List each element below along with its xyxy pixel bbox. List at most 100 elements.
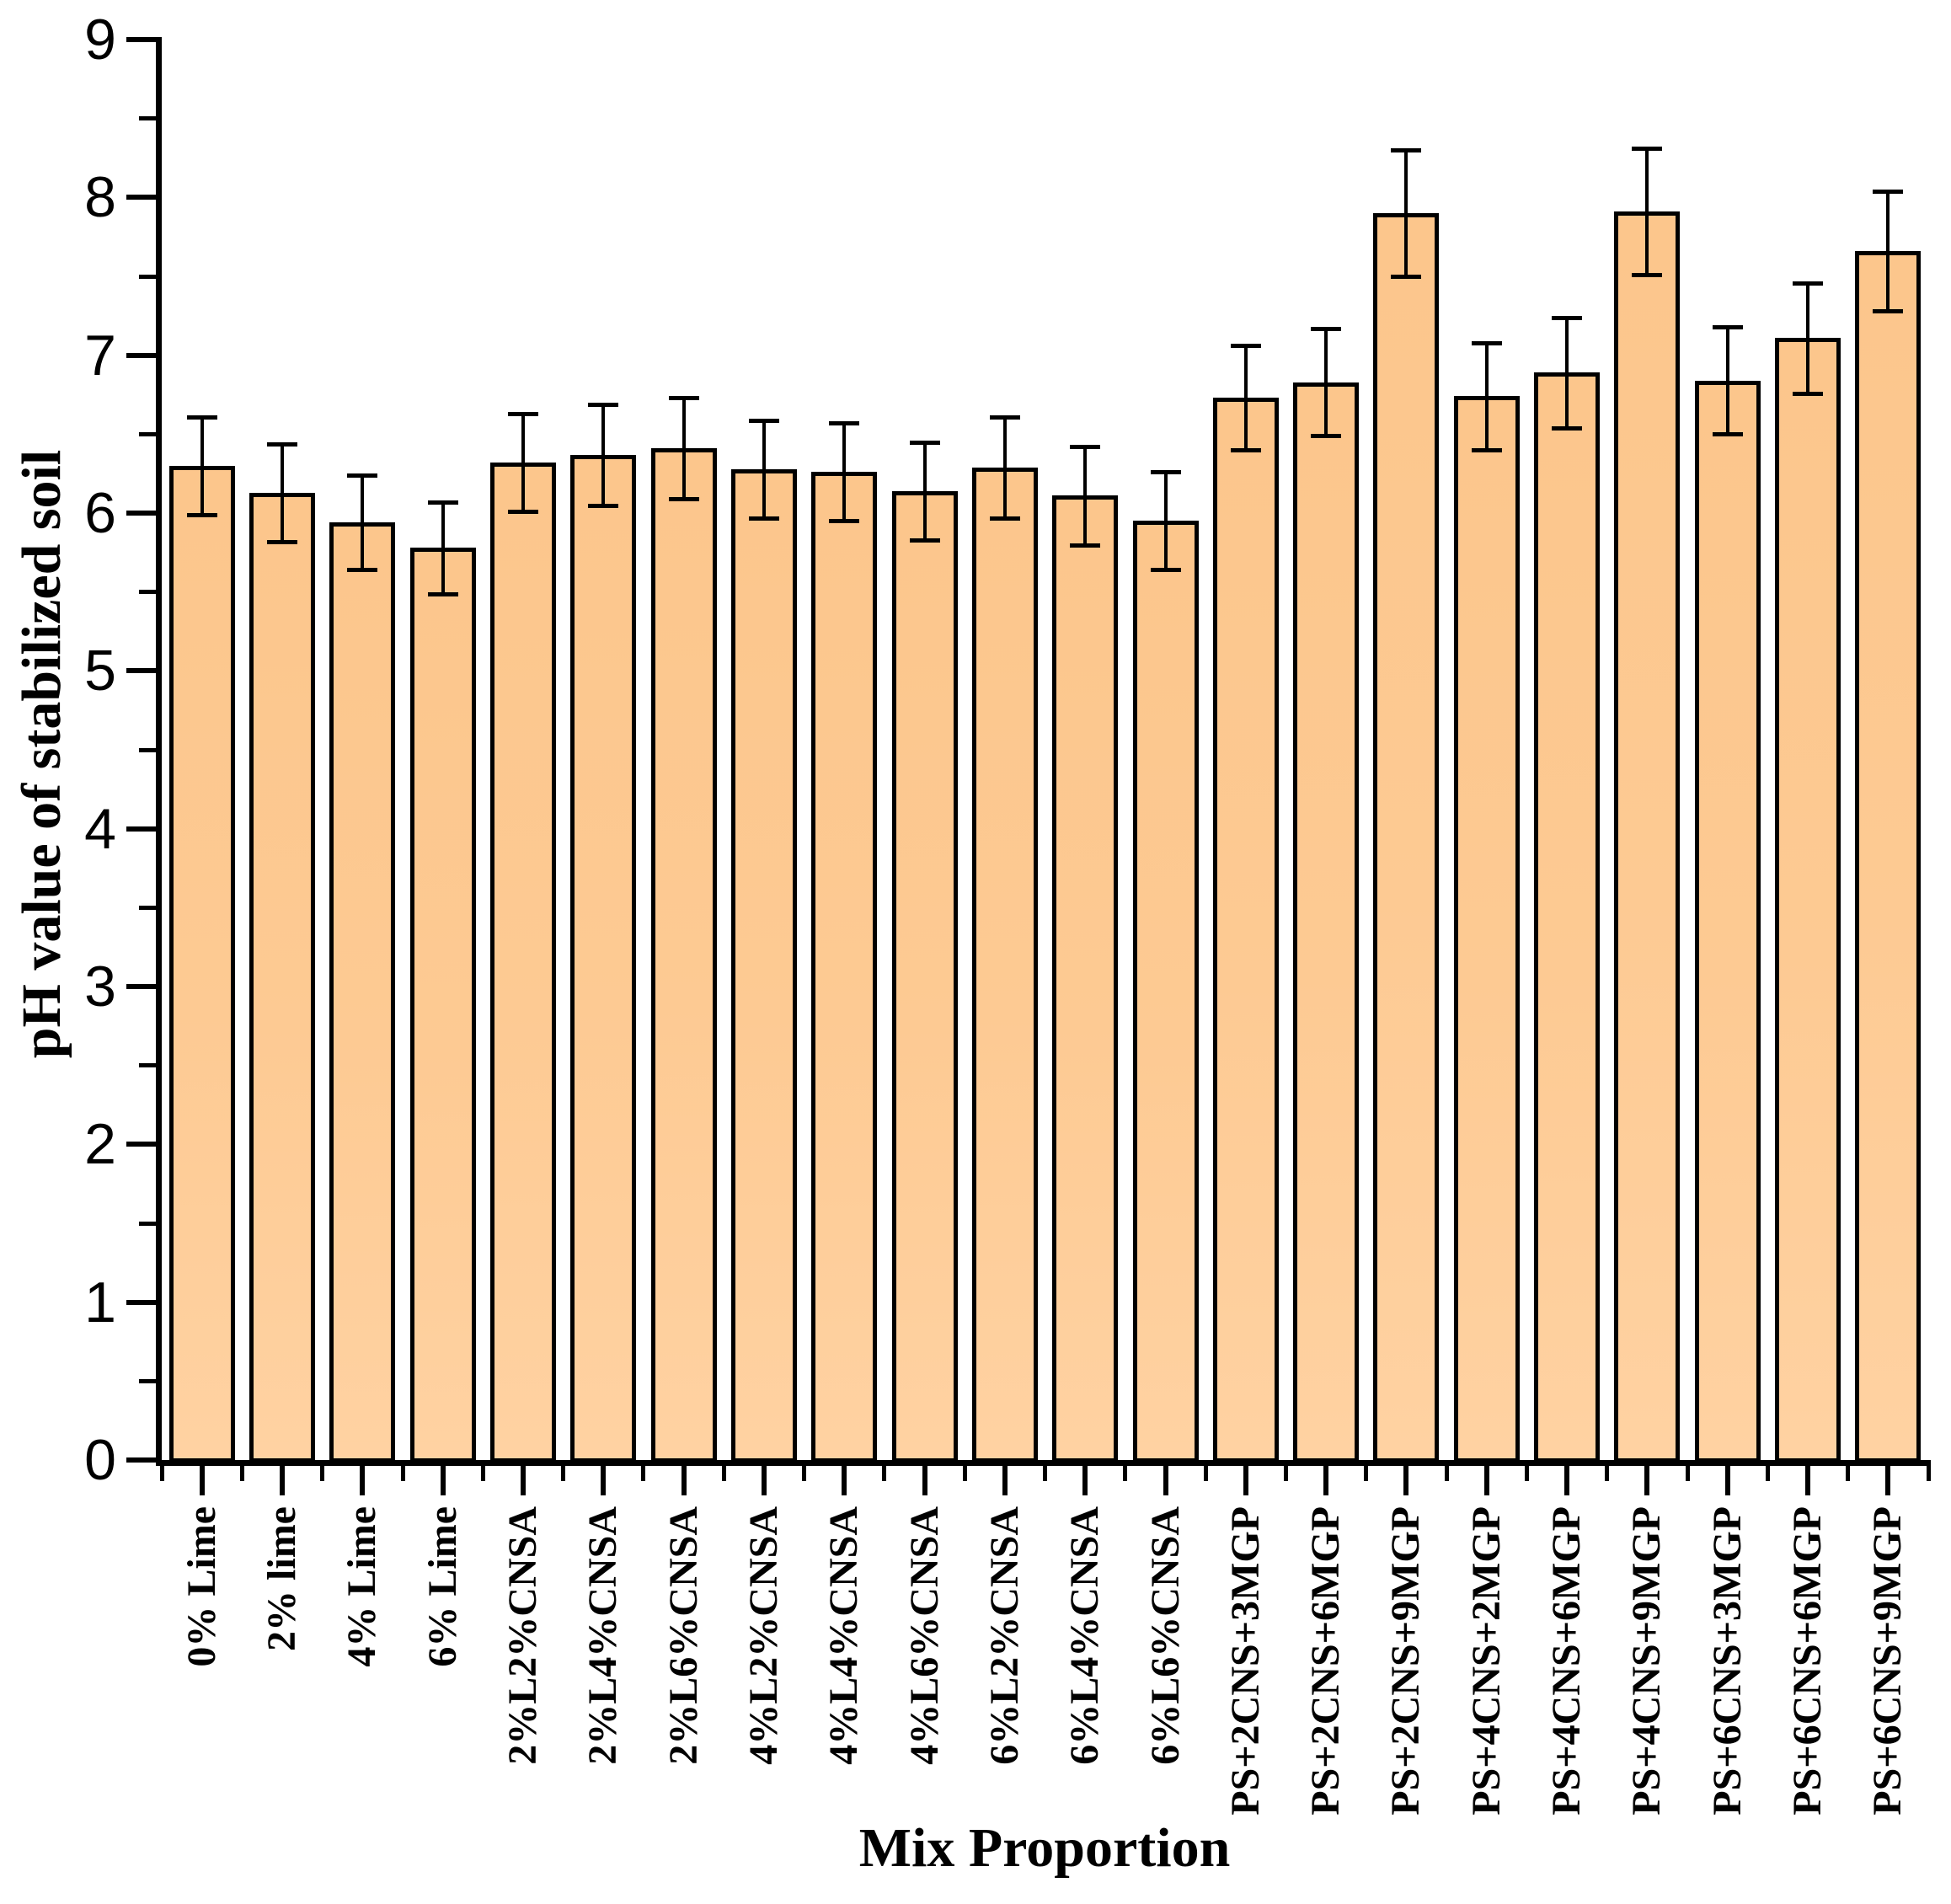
bar xyxy=(1453,396,1520,1463)
bar xyxy=(249,492,315,1463)
error-bar-cap-bottom xyxy=(588,503,619,508)
error-bar-cap-bottom xyxy=(668,497,699,502)
y-axis-spine xyxy=(156,37,162,1466)
x-axis-major-tick xyxy=(1082,1466,1088,1495)
y-axis-minor-tick xyxy=(139,905,156,910)
x-axis-minor-tick xyxy=(962,1466,967,1481)
bar xyxy=(329,522,396,1463)
x-tick-label: 6%L6%CNSA xyxy=(1142,1506,1188,1765)
y-tick-label: 0 xyxy=(84,1428,116,1492)
x-tick-label: PS+4CNS+9MGP xyxy=(1624,1506,1670,1816)
y-axis-minor-tick xyxy=(139,431,156,436)
x-axis-minor-tick xyxy=(1846,1466,1851,1481)
error-bar-line xyxy=(1243,345,1248,450)
x-axis-major-tick xyxy=(1002,1466,1008,1495)
x-axis-minor-tick xyxy=(1926,1466,1931,1481)
x-tick-label: 4%L2%CNSA xyxy=(740,1506,786,1765)
x-axis-major-tick xyxy=(1724,1466,1730,1495)
y-tick-label: 8 xyxy=(84,165,116,230)
error-bar-line xyxy=(1404,150,1408,276)
y-axis-major-tick xyxy=(126,668,156,674)
x-tick-label: PS+2CNS+9MGP xyxy=(1383,1506,1429,1816)
x-axis-major-tick xyxy=(1885,1466,1891,1495)
x-axis-minor-tick xyxy=(239,1466,244,1481)
x-axis-minor-tick xyxy=(480,1466,485,1481)
y-axis-major-tick xyxy=(126,195,156,201)
bar xyxy=(1293,382,1360,1463)
error-bar-cap-bottom xyxy=(748,516,779,521)
error-bar-cap-top xyxy=(1632,147,1663,152)
y-axis-major-tick xyxy=(126,1299,156,1305)
x-tick-label: 2%L2%CNSA xyxy=(500,1506,545,1765)
x-tick-label: 2%L6%CNSA xyxy=(660,1506,706,1765)
x-tick-label: PS+2CNS+3MGP xyxy=(1222,1506,1268,1816)
bar xyxy=(489,463,556,1463)
error-bar-cap-bottom xyxy=(507,510,538,515)
error-bar-cap-top xyxy=(1793,281,1823,286)
bar xyxy=(1534,372,1601,1463)
x-axis-major-tick xyxy=(1483,1466,1489,1495)
bar xyxy=(1052,495,1119,1463)
x-axis-major-tick xyxy=(1644,1466,1650,1495)
error-bar-cap-bottom xyxy=(1150,568,1181,573)
x-tick-label: PS+6CNS+3MGP xyxy=(1704,1506,1750,1816)
y-axis-major-tick xyxy=(126,511,156,516)
x-tick-label: 4% Lime xyxy=(339,1506,385,1667)
bar xyxy=(891,490,958,1463)
x-axis-major-tick xyxy=(1564,1466,1570,1495)
y-axis-minor-tick xyxy=(139,747,156,752)
bar xyxy=(1775,338,1841,1463)
error-bar-line xyxy=(1725,326,1729,435)
x-axis-major-tick xyxy=(922,1466,927,1495)
y-axis-minor-tick xyxy=(139,590,156,595)
error-bar-line xyxy=(922,441,927,540)
x-axis-major-tick xyxy=(280,1466,285,1495)
bar xyxy=(1132,521,1199,1463)
x-axis-spine xyxy=(156,1460,1931,1466)
x-tick-label: PS+2CNS+6MGP xyxy=(1303,1506,1349,1816)
error-bar-line xyxy=(1565,317,1569,428)
bar xyxy=(730,468,797,1463)
y-tick-label: 3 xyxy=(84,955,116,1019)
x-axis-minor-tick xyxy=(1123,1466,1128,1481)
y-axis-major-tick xyxy=(126,37,156,42)
x-axis-major-tick xyxy=(199,1466,205,1495)
error-bar-cap-top xyxy=(1311,326,1342,331)
bar xyxy=(650,448,717,1463)
error-bar-line xyxy=(1163,472,1168,570)
y-axis-title: pH value of stabilized soil xyxy=(11,449,72,1059)
x-axis-minor-tick xyxy=(1444,1466,1449,1481)
x-axis-major-tick xyxy=(842,1466,847,1495)
x-axis-major-tick xyxy=(601,1466,607,1495)
error-bar-cap-top xyxy=(1471,340,1502,345)
x-axis-major-tick xyxy=(681,1466,687,1495)
error-bar-line xyxy=(441,501,445,594)
x-axis-major-tick xyxy=(1403,1466,1409,1495)
y-axis-major-tick xyxy=(126,1142,156,1147)
error-bar-cap-top xyxy=(1712,324,1743,329)
error-bar-cap-top xyxy=(1391,148,1422,153)
x-axis-minor-tick xyxy=(561,1466,566,1481)
error-bar-cap-bottom xyxy=(1311,434,1342,439)
x-axis-major-tick xyxy=(1163,1466,1168,1495)
bar xyxy=(1212,398,1279,1463)
error-bar-cap-bottom xyxy=(1793,391,1823,396)
error-bar-cap-bottom xyxy=(1391,275,1422,279)
error-bar-cap-top xyxy=(668,396,699,401)
y-axis-minor-tick xyxy=(139,274,156,279)
error-bar-line xyxy=(281,443,284,542)
x-axis-minor-tick xyxy=(641,1466,646,1481)
x-tick-label: 6%L4%CNSA xyxy=(1062,1506,1108,1765)
error-bar-line xyxy=(762,420,766,518)
x-axis-minor-tick xyxy=(1605,1466,1610,1481)
error-bar-cap-top xyxy=(588,402,619,407)
x-axis-major-tick xyxy=(1805,1466,1810,1495)
error-bar-cap-top xyxy=(1070,445,1101,450)
y-axis-major-tick xyxy=(126,826,156,832)
x-axis-minor-tick xyxy=(400,1466,405,1481)
x-axis-minor-tick xyxy=(1765,1466,1770,1481)
error-bar-cap-top xyxy=(1873,189,1904,194)
x-axis-major-tick xyxy=(1243,1466,1248,1495)
x-tick-label: 2% lime xyxy=(259,1506,304,1651)
